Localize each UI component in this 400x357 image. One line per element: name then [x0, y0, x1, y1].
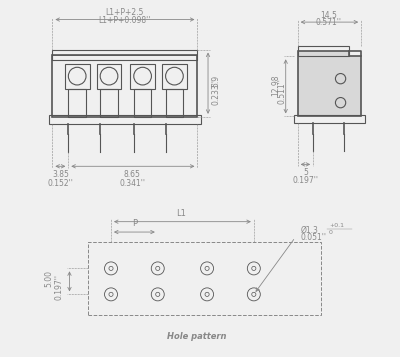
- Text: 3.85: 3.85: [52, 170, 69, 179]
- Text: P: P: [132, 219, 137, 228]
- Bar: [88, 242, 321, 315]
- Text: 0.152'': 0.152'': [48, 178, 73, 188]
- Text: 0.051'': 0.051'': [300, 233, 326, 242]
- Bar: [130, 64, 155, 89]
- Text: L1+P+0.098'': L1+P+0.098'': [99, 16, 151, 25]
- Bar: [162, 64, 187, 89]
- Text: 14.5: 14.5: [320, 10, 337, 20]
- Text: 0.233'': 0.233'': [212, 79, 220, 105]
- Text: 5.00: 5.00: [44, 270, 53, 287]
- Text: 0: 0: [329, 230, 333, 235]
- Text: 0.341'': 0.341'': [119, 178, 145, 188]
- Text: Ø1.3: Ø1.3: [300, 226, 318, 235]
- Text: L1+P+2.5: L1+P+2.5: [106, 8, 144, 17]
- Bar: [65, 64, 90, 89]
- Text: 5.9: 5.9: [212, 75, 220, 87]
- Text: 0.197'': 0.197'': [292, 176, 318, 185]
- Text: 8.65: 8.65: [124, 170, 140, 179]
- Bar: [100, 89, 118, 117]
- Text: 0.197'': 0.197'': [54, 273, 64, 300]
- Bar: [49, 115, 201, 124]
- Bar: [134, 89, 152, 117]
- Text: Hole pattern: Hole pattern: [167, 332, 226, 341]
- Bar: [294, 115, 364, 123]
- Text: L1: L1: [176, 209, 186, 218]
- Bar: [52, 55, 198, 117]
- Bar: [68, 89, 86, 117]
- Text: 0.511'': 0.511'': [278, 78, 287, 104]
- Text: 5: 5: [303, 168, 308, 177]
- Polygon shape: [298, 51, 361, 116]
- Bar: [97, 64, 121, 89]
- Text: 12.98: 12.98: [271, 75, 280, 96]
- Bar: [166, 89, 183, 117]
- Text: 0.571'': 0.571'': [316, 18, 342, 27]
- Bar: [298, 46, 349, 56]
- Bar: [52, 50, 198, 60]
- Text: +0.1: +0.1: [329, 223, 344, 228]
